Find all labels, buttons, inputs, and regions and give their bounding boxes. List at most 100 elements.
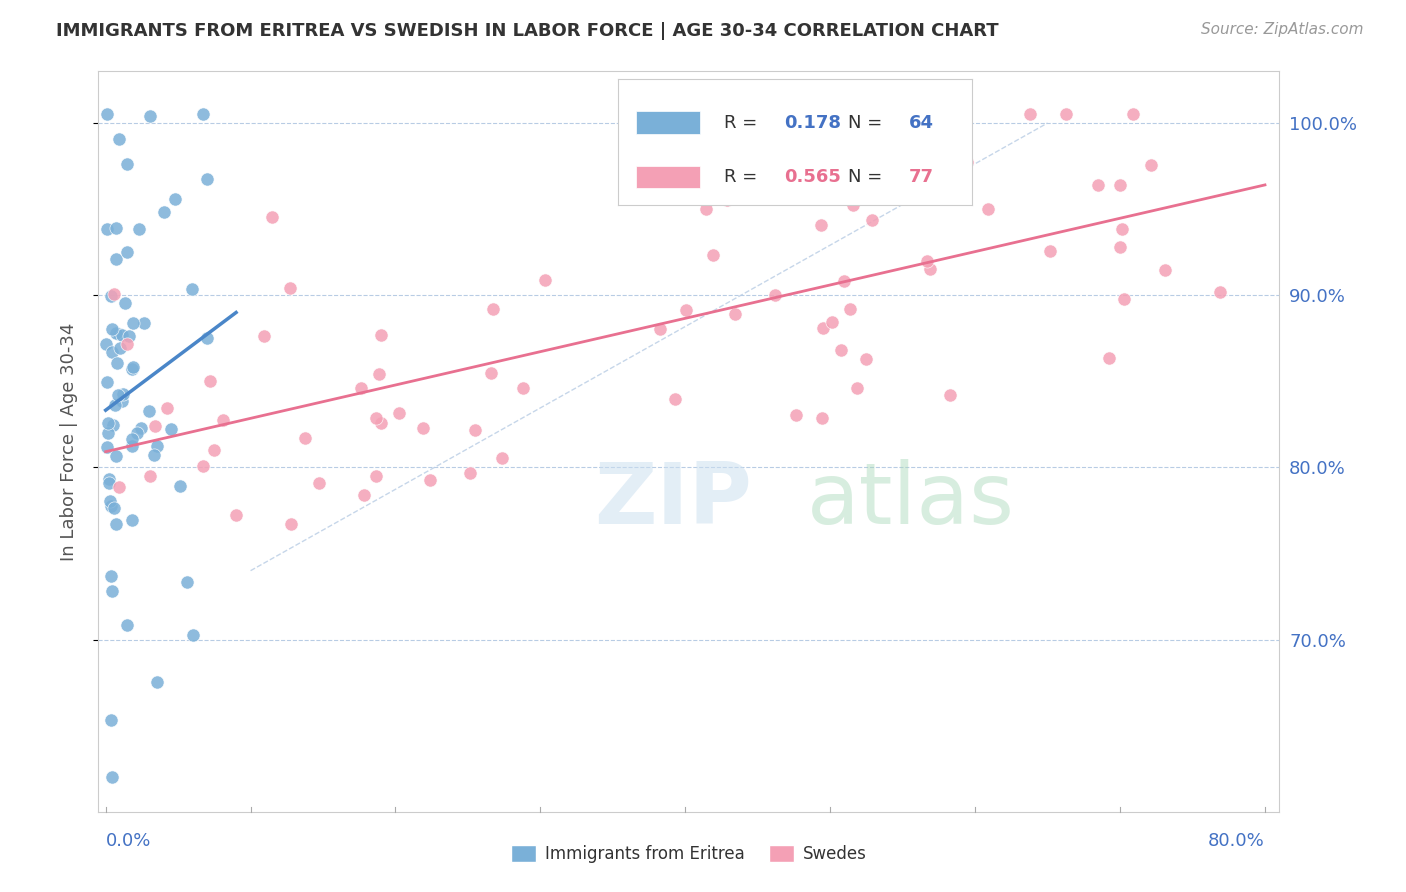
Point (1109, 178, 1132, 193)
Point (977, 202, 1000, 216)
Point (367, 368, 389, 382)
Point (128, 222, 150, 236)
Point (96, 375, 118, 389)
Point (1153, 262, 1175, 277)
Point (138, 404, 160, 418)
Point (105, 449, 128, 463)
Text: 0.0%: 0.0% (105, 832, 150, 850)
Point (675, 302, 697, 317)
Point (695, 202, 717, 216)
Point (388, 405, 411, 419)
Point (131, 421, 153, 435)
Point (825, 186, 848, 201)
Text: 80.0%: 80.0% (1208, 832, 1265, 850)
Point (900, 165, 922, 179)
Point (780, 156, 803, 170)
Legend: Immigrants from Eritrea, Swedes: Immigrants from Eritrea, Swedes (505, 838, 873, 870)
Point (146, 439, 169, 453)
Point (915, 254, 938, 268)
Point (153, 204, 176, 219)
Point (108, 132, 131, 146)
Point (103, 501, 125, 516)
Point (811, 320, 834, 334)
Point (650, 322, 672, 336)
Point (143, 419, 166, 434)
Point (111, 327, 134, 342)
Point (105, 252, 128, 267)
Point (121, 513, 143, 527)
Point (100, 714, 122, 728)
Point (830, 343, 852, 357)
Point (117, 329, 139, 343)
Point (139, 109, 162, 123)
Point (533, 273, 555, 287)
Point (1140, 158, 1163, 172)
Text: atlas: atlas (807, 459, 1015, 542)
Point (155, 401, 177, 415)
Point (366, 410, 388, 425)
Point (101, 770, 124, 784)
Point (353, 488, 375, 502)
Point (121, 439, 143, 453)
Point (841, 198, 863, 212)
Point (103, 286, 125, 301)
Point (939, 387, 962, 401)
Point (100, 500, 122, 514)
Point (839, 302, 862, 317)
Point (855, 351, 877, 366)
Point (419, 473, 441, 487)
Point (101, 417, 124, 432)
Point (111, 393, 134, 408)
Point (1019, 107, 1042, 121)
Point (108, 327, 131, 342)
Point (278, 281, 301, 295)
Point (193, 458, 215, 473)
Point (294, 431, 316, 445)
Point (464, 423, 486, 437)
Point (169, 479, 191, 493)
Point (280, 516, 302, 531)
Point (108, 480, 131, 494)
Point (100, 345, 122, 359)
Text: ZIP: ZIP (595, 459, 752, 542)
Point (1112, 292, 1135, 306)
Point (97, 417, 120, 431)
Point (98, 494, 121, 508)
Point (877, 191, 900, 205)
Point (845, 381, 868, 395)
Point (100, 583, 122, 598)
Point (202, 442, 225, 457)
Point (821, 315, 844, 329)
Point (104, 398, 127, 412)
Point (105, 356, 128, 370)
Point (160, 421, 183, 435)
Point (105, 517, 128, 532)
Point (96, 440, 118, 454)
Point (127, 426, 149, 441)
Point (200, 374, 222, 388)
Point (1111, 222, 1133, 236)
Point (308, 475, 330, 490)
Point (1087, 178, 1109, 192)
Point (458, 467, 481, 481)
Point (212, 412, 235, 426)
Point (97, 426, 120, 441)
Point (370, 327, 392, 342)
Point (1098, 351, 1121, 365)
Point (225, 508, 247, 522)
Point (181, 628, 204, 642)
Point (176, 574, 198, 589)
Point (1054, 107, 1077, 121)
Point (121, 361, 143, 376)
Point (195, 330, 218, 344)
Point (723, 307, 745, 321)
Point (114, 295, 136, 310)
Point (180, 282, 202, 296)
Point (1122, 107, 1144, 121)
Point (96, 337, 118, 351)
Point (132, 316, 155, 330)
Point (956, 154, 979, 169)
Point (664, 392, 686, 406)
Point (350, 381, 373, 395)
Point (412, 421, 434, 435)
